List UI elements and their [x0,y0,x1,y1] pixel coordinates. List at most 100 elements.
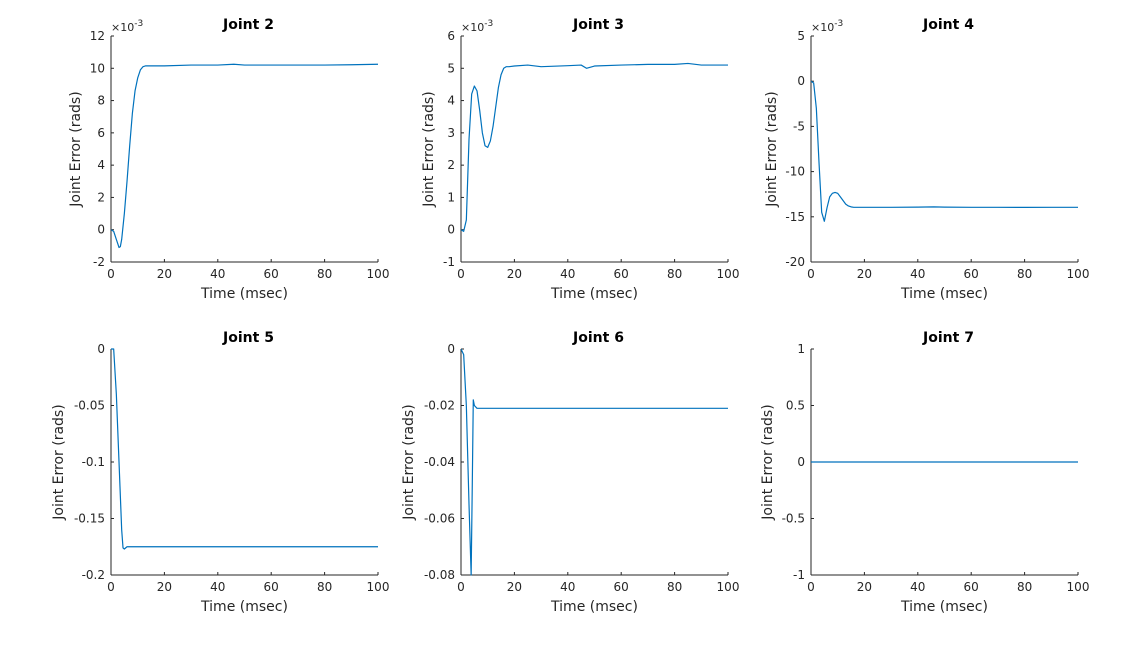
x-axis-label: Time (msec) [900,599,988,615]
exponent-base: ×10 [811,21,834,34]
y-axis-label: Joint Error (rads) [51,404,67,520]
y-tick-label: -0.04 [424,455,455,469]
y-tick-label: 5 [797,29,805,43]
x-tick-label: 20 [157,267,172,281]
chart-title: Joint 2 [222,17,274,33]
y-tick-label: 5 [447,61,455,75]
series-line-joint-3 [461,63,728,231]
y-tick-label: -0.2 [82,568,105,582]
y-axis-label: Joint Error (rads) [68,91,84,207]
y-tick-label: -0.08 [424,568,455,582]
exponent-power: -3 [134,19,143,29]
chart-title: Joint 3 [572,17,624,33]
x-tick-label: 100 [717,580,740,594]
y-axis-label: Joint Error (rads) [760,404,776,520]
x-tick-label: 40 [560,267,575,281]
x-tick-label: 0 [107,267,115,281]
x-axis-label: Time (msec) [550,599,638,615]
x-tick-label: 60 [614,267,629,281]
y-tick-label: -20 [785,255,805,269]
series-line-joint-6 [461,349,728,575]
y-axis-label: Joint Error (rads) [421,91,437,207]
y-tick-label: 4 [447,94,455,108]
x-tick-label: 0 [107,580,115,594]
x-axis-label: Time (msec) [200,286,288,302]
x-tick-label: 20 [507,267,522,281]
x-tick-label: 40 [560,580,575,594]
subplot-4: 0 20 40 60 80 100 -0.2 -0.15 -0.1 -0.05 0 Joint 5 Ti… [51,330,389,615]
y-tick-label: 0 [797,74,805,88]
series-line-joint-2 [111,64,378,247]
y-tick-label: -0.05 [74,399,105,413]
y-tick-label: -0.1 [82,455,105,469]
x-axis-label: Time (msec) [900,286,988,302]
exponent-power: -3 [834,19,843,29]
x-tick-label: 0 [807,267,815,281]
y-tick-label: 10 [90,61,105,75]
series-line-joint-5 [111,349,378,549]
y-tick-label: 1 [797,342,805,356]
y-tick-label: 6 [447,29,455,43]
y-tick-label: 0.5 [786,399,805,413]
x-tick-label: 0 [457,580,465,594]
y-tick-label: 6 [97,126,105,140]
x-axis-label: Time (msec) [200,599,288,615]
chart-title: Joint 7 [922,330,974,346]
x-tick-label: 100 [717,267,740,281]
y-tick-label: -0.06 [424,512,455,526]
x-tick-label: 60 [264,267,279,281]
y-tick-label: -10 [785,165,805,179]
x-tick-label: 80 [1017,267,1032,281]
y-axis-label: Joint Error (rads) [764,91,780,207]
subplot-6: 0 20 40 60 80 100 -1 -0.5 0 0.5 1 Joint 7 Time (msec… [760,330,1089,615]
y-axis-label: Joint Error (rads) [401,404,417,520]
y-axis-exponent: ×10-3 [461,19,493,34]
x-tick-label: 20 [857,580,872,594]
x-tick-label: 100 [367,580,390,594]
y-tick-label: 1 [447,190,455,204]
x-tick-label: 40 [910,267,925,281]
y-tick-label: -0.02 [424,399,455,413]
x-tick-label: 40 [210,267,225,281]
chart-title: Joint 6 [572,330,624,346]
y-tick-label: 0 [797,455,805,469]
y-tick-label: 4 [97,158,105,172]
exponent-base: ×10 [111,21,134,34]
x-tick-label: 60 [964,580,979,594]
chart-title: Joint 5 [222,330,274,346]
y-axis-exponent: ×10-3 [111,19,143,34]
x-tick-label: 40 [910,580,925,594]
exponent-power: -3 [484,19,493,29]
y-tick-label: 3 [447,126,455,140]
y-tick-label: -0.15 [74,512,105,526]
x-tick-label: 100 [1067,580,1090,594]
y-tick-label: 2 [97,190,105,204]
series-line-joint-4 [811,81,1078,221]
x-tick-label: 80 [317,267,332,281]
x-tick-label: 20 [157,580,172,594]
subplot-5: 0 20 40 60 80 100 -0.08 -0.06 -0.04 -0.02 0 Joint 6… [401,330,739,615]
x-axis-label: Time (msec) [550,286,638,302]
y-tick-label: 2 [447,158,455,172]
subplot-3: 0 20 40 60 80 100 -20 -15 -10 -5 0 5 ×10-3 Joint 4 Tim… [764,17,1089,302]
x-tick-label: 80 [667,267,682,281]
x-tick-label: 20 [507,580,522,594]
figure: 0 20 40 60 80 100-2024681012×10-3 Joint 2Time … [0,0,1147,658]
y-tick-label: -15 [785,210,805,224]
y-tick-label: 8 [97,94,105,108]
x-tick-label: 60 [964,267,979,281]
y-tick-label: -0.5 [782,512,805,526]
x-tick-label: 100 [367,267,390,281]
x-tick-label: 20 [857,267,872,281]
y-tick-label: 0 [97,342,105,356]
x-tick-label: 40 [210,580,225,594]
y-tick-label: -5 [793,119,805,133]
x-tick-label: 100 [1067,267,1090,281]
exponent-base: ×10 [461,21,484,34]
y-tick-label: -1 [793,568,805,582]
y-tick-label: 0 [97,223,105,237]
y-tick-label: -1 [443,255,455,269]
chart-title: Joint 4 [922,17,974,33]
